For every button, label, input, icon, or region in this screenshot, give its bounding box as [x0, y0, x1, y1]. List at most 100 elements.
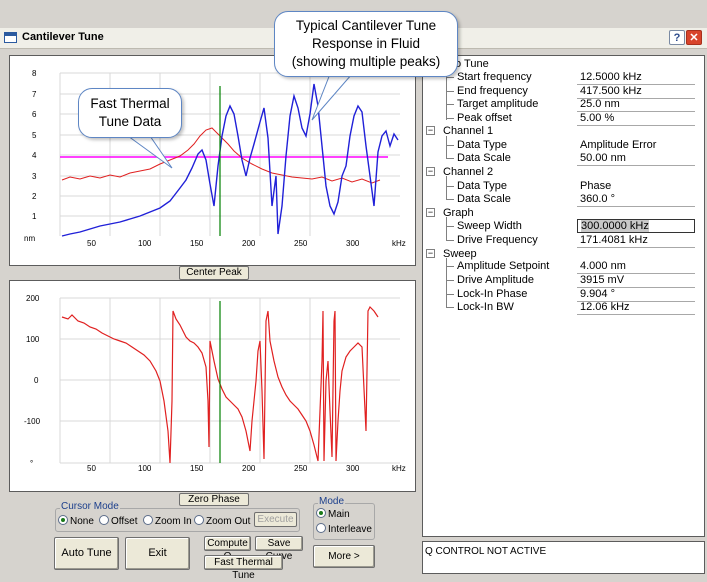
compute-q-button[interactable]: Compute Q	[204, 536, 251, 562]
close-button[interactable]: ✕	[686, 30, 702, 45]
y-tick: 7	[32, 90, 37, 99]
callout-fast-thermal: Fast Thermal Tune Data	[78, 88, 182, 138]
callout-line: Response in Fluid	[311, 36, 421, 51]
prop-ch1-data-type-value[interactable]: Amplitude Error	[580, 139, 657, 151]
prop-target-amplitude-label: Target amplitude	[457, 98, 539, 110]
tree-line	[446, 118, 454, 119]
center-peak-button[interactable]: Center Peak	[179, 266, 249, 280]
prop-sweep-width-value[interactable]: 300.0000 kHz	[577, 219, 695, 233]
phase-graph[interactable]: 200 100 0 -100 ° 50 100 150 200 250 300 …	[9, 280, 416, 492]
prop-start-frequency-value[interactable]: 12.5000 kHz	[577, 71, 695, 85]
collapse-icon[interactable]: −	[426, 248, 435, 258]
exit-button[interactable]: Exit	[125, 537, 190, 570]
cursor-mode-title: Cursor Mode	[60, 501, 120, 512]
amplitude-plot: 8 7 6 5 4 3 2 1 nm 50 100 150 200 250 30…	[24, 69, 406, 248]
more-button[interactable]: More >	[313, 545, 375, 568]
fast-thermal-tune-button[interactable]: Fast Thermal Tune	[204, 555, 283, 581]
x-tick: 200	[242, 464, 256, 473]
prop-end-frequency-value[interactable]: 417.500 kHz	[577, 85, 695, 99]
tree-line	[446, 77, 454, 78]
help-button[interactable]: ?	[669, 30, 685, 45]
cursor-mode-zoom-out[interactable]: Zoom Out	[194, 515, 250, 527]
tree-line	[446, 136, 447, 159]
amplitude-trace	[61, 83, 399, 237]
tree-line	[446, 307, 454, 308]
x-tick: 150	[190, 464, 204, 473]
section-graph[interactable]: Graph	[443, 207, 474, 219]
x-tick: 250	[294, 464, 308, 473]
prop-amplitude-setpoint-value[interactable]: 4.000 nm	[577, 260, 695, 274]
x-tick: 50	[87, 239, 96, 248]
selected-text: 300.0000 kHz	[581, 220, 649, 232]
tree-line	[446, 240, 454, 241]
prop-ch1-data-scale-value[interactable]: 50.00 nm	[577, 152, 695, 166]
prop-drive-amplitude-value[interactable]: 3915 mV	[577, 274, 695, 288]
y-tick: 200	[26, 294, 40, 303]
radio-icon	[58, 515, 68, 525]
tree-line	[446, 186, 454, 187]
thermal-trace	[61, 127, 381, 184]
prop-drive-amplitude-label: Drive Amplitude	[457, 274, 535, 286]
tree-line	[446, 176, 447, 199]
prop-peak-offset-value[interactable]: 5.00 %	[577, 112, 695, 126]
tree-line	[446, 258, 447, 308]
tree-line	[446, 199, 454, 200]
tree-line	[446, 145, 454, 146]
mode-main[interactable]: Main	[316, 508, 350, 520]
phase-trace	[61, 305, 379, 464]
mode-title: Mode	[318, 496, 346, 507]
callout-line: Tune Data	[98, 114, 162, 129]
x-unit: kHz	[392, 464, 406, 473]
radio-icon	[99, 515, 109, 525]
y-tick: -100	[24, 417, 41, 426]
prop-ch1-data-scale-label: Data Scale	[457, 152, 511, 164]
section-auto-tune[interactable]: to Tune	[452, 58, 489, 70]
tree-line	[446, 266, 454, 267]
prop-end-frequency-label: End frequency	[457, 85, 528, 97]
window-icon	[4, 32, 17, 43]
prop-target-amplitude-value[interactable]: 25.0 nm	[577, 98, 695, 112]
status-text: Q CONTROL NOT ACTIVE	[425, 546, 547, 557]
tree-line	[446, 158, 454, 159]
collapse-icon[interactable]: −	[426, 166, 435, 176]
phase-plot: 200 100 0 -100 ° 50 100 150 200 250 300 …	[24, 294, 406, 473]
y-tick: 1	[32, 212, 37, 221]
x-tick: 200	[242, 239, 256, 248]
section-channel-2[interactable]: Channel 2	[443, 166, 494, 178]
prop-sweep-width-label: Sweep Width	[457, 220, 522, 232]
section-sweep[interactable]: Sweep	[443, 248, 477, 260]
cursor-mode-none[interactable]: None	[58, 515, 94, 527]
prop-start-frequency-label: Start frequency	[457, 71, 532, 83]
radio-icon	[194, 515, 204, 525]
save-curve-button[interactable]: Save Curve	[255, 536, 303, 562]
collapse-icon[interactable]: −	[426, 207, 435, 217]
y-tick: 6	[32, 110, 37, 119]
cursor-mode-zoom-in[interactable]: Zoom In	[143, 515, 192, 527]
collapse-icon[interactable]: −	[426, 125, 435, 135]
tree-line	[446, 294, 454, 295]
window-title: Cantilever Tune	[22, 31, 104, 43]
prop-amplitude-setpoint-label: Amplitude Setpoint	[457, 260, 550, 272]
auto-tune-button[interactable]: Auto Tune	[54, 537, 119, 570]
cursor-mode-offset[interactable]: Offset	[99, 515, 138, 527]
prop-ch2-data-scale-value[interactable]: 360.0 °	[577, 193, 695, 207]
prop-drive-frequency-value[interactable]: 171.4081 kHz	[577, 234, 695, 248]
mode-interleave[interactable]: Interleave	[316, 523, 372, 535]
callout-line: Typical Cantilever Tune	[295, 18, 437, 33]
prop-drive-frequency-label: Drive Frequency	[457, 234, 538, 246]
y-tick: 4	[32, 151, 37, 160]
zero-phase-button[interactable]: Zero Phase	[179, 493, 249, 506]
x-tick: 100	[138, 464, 152, 473]
amplitude-graph[interactable]: 8 7 6 5 4 3 2 1 nm 50 100 150 200 250 30…	[9, 55, 416, 266]
prop-lock-in-phase-value[interactable]: 9.904 °	[577, 288, 695, 302]
x-tick: 100	[138, 239, 152, 248]
execute-button[interactable]: Execute	[254, 512, 297, 527]
prop-lock-in-phase-label: Lock-In Phase	[457, 288, 528, 300]
radio-icon	[143, 515, 153, 525]
prop-lock-in-bw-value[interactable]: 12.06 kHz	[577, 301, 695, 315]
cursor-mode-group	[55, 508, 300, 532]
section-channel-1[interactable]: Channel 1	[443, 125, 494, 137]
tree-line	[446, 64, 447, 120]
prop-ch2-data-type-value[interactable]: Phase	[580, 180, 612, 192]
properties-panel	[422, 55, 705, 537]
